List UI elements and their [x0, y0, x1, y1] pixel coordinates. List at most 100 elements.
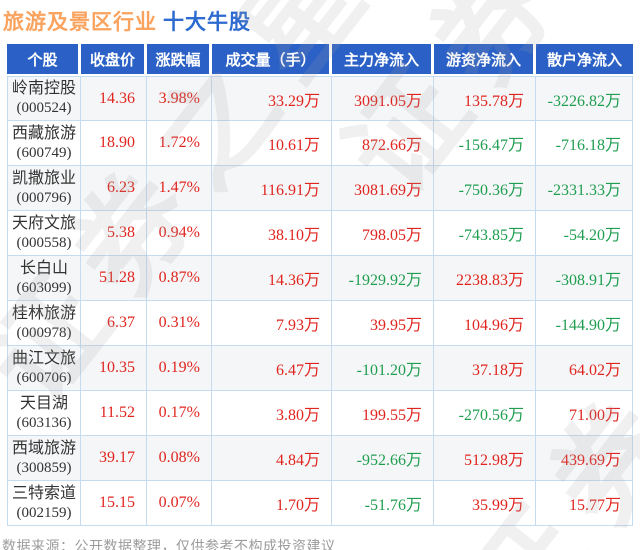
stock-code: (300859) — [16, 459, 72, 476]
column-header-2: 涨跌幅 — [147, 44, 212, 76]
stock-name: 长白山 — [19, 259, 68, 277]
stock-name: 桂林旅游 — [11, 304, 76, 322]
hot-money-net-inflow-cell: 135.78万 — [434, 76, 536, 121]
stock-name: 天府文旅 — [11, 214, 76, 232]
volume-cell: 6.47万 — [212, 346, 332, 391]
stock-cell: 三特索道 (002159) — [7, 481, 81, 526]
volume-cell: 7.93万 — [212, 301, 332, 346]
close-price-cell: 18.90 — [81, 121, 147, 166]
retail-net-inflow-cell: -308.91万 — [536, 256, 633, 301]
column-header-4: 主力净流入 — [332, 44, 434, 76]
stock-cell: 桂林旅游 (000978) — [7, 301, 81, 346]
main-net-inflow-cell: 872.66万 — [332, 121, 434, 166]
stock-name: 凯撒旅业 — [11, 169, 76, 187]
stock-code: (000524) — [16, 100, 72, 117]
retail-net-inflow-cell: -144.90万 — [536, 301, 633, 346]
table-row: 西域旅游 (300859) 39.17 0.08% 4.84万 -952.66万 512.9… — [7, 436, 633, 481]
volume-cell: 38.10万 — [212, 211, 332, 256]
stock-code: (600749) — [16, 144, 72, 161]
change-percent-cell: 0.17% — [147, 391, 212, 436]
stock-name: 天目湖 — [19, 394, 68, 412]
volume-cell: 33.29万 — [212, 76, 332, 121]
column-header-5: 游资净流入 — [434, 44, 536, 76]
table-row: 西藏旅游 (600749) 18.90 1.72% 10.61万 872.66万 -156.… — [7, 121, 633, 166]
retail-net-inflow-cell: -3226.82万 — [536, 76, 633, 121]
change-percent-cell: 0.07% — [147, 481, 212, 526]
change-percent-cell: 3.98% — [147, 76, 212, 121]
table-row: 桂林旅游 (000978) 6.37 0.31% 7.93万 39.95万 104.96万 -… — [7, 301, 633, 346]
column-header-0: 个股 — [7, 44, 81, 76]
stock-cell: 西域旅游 (300859) — [7, 436, 81, 481]
main-net-inflow-cell: 3091.05万 — [332, 76, 434, 121]
table-row: 天目湖 (603136) 11.52 0.17% 3.80万 199.55万 -270.56… — [7, 391, 633, 436]
stock-cell: 天目湖 (603136) — [7, 391, 81, 436]
table-body: 岭南控股 (000524) 14.36 3.98% 33.29万 3091.05万 135.… — [7, 76, 633, 526]
table-row: 曲江文旅 (600706) 10.35 0.19% 6.47万 -101.20万 37.18… — [7, 346, 633, 391]
main-net-inflow-cell: 39.95万 — [332, 301, 434, 346]
table-row: 天府文旅 (000558) 5.38 0.94% 38.10万 798.05万 -743.8… — [7, 211, 633, 256]
stock-cell: 凯撒旅业 (000796) — [7, 166, 81, 211]
stock-code: (000558) — [16, 234, 72, 251]
volume-cell: 3.80万 — [212, 391, 332, 436]
column-header-6: 散户净流入 — [536, 44, 633, 76]
data-source-note: 数据来源：公开数据整理，仅供参考不构成投资建议 — [2, 538, 336, 550]
stock-code: (603099) — [16, 279, 72, 296]
change-percent-cell: 0.19% — [147, 346, 212, 391]
volume-cell: 1.70万 — [212, 481, 332, 526]
stock-code: (000978) — [16, 324, 72, 341]
close-price-cell: 39.17 — [81, 436, 147, 481]
change-percent-cell: 0.87% — [147, 256, 212, 301]
volume-cell: 10.61万 — [212, 121, 332, 166]
close-price-cell: 51.28 — [81, 256, 147, 301]
change-percent-cell: 1.47% — [147, 166, 212, 211]
main-net-inflow-cell: -1929.92万 — [332, 256, 434, 301]
main-net-inflow-cell: -51.76万 — [332, 481, 434, 526]
table-header: 个股 收盘价 涨跌幅 成交量（手） 主力净流入 游资净流入 散户净流入 — [7, 44, 633, 76]
hot-money-net-inflow-cell: -750.36万 — [434, 166, 536, 211]
main-net-inflow-cell: -101.20万 — [332, 346, 434, 391]
change-percent-cell: 0.08% — [147, 436, 212, 481]
page-title: 旅游及景区行业 十大牛股 — [3, 6, 640, 36]
stock-name: 西域旅游 — [11, 439, 76, 457]
hot-money-net-inflow-cell: -156.47万 — [434, 121, 536, 166]
volume-cell: 14.36万 — [212, 256, 332, 301]
hot-money-net-inflow-cell: 37.18万 — [434, 346, 536, 391]
stock-cell: 岭南控股 (000524) — [7, 76, 81, 121]
column-header-1: 收盘价 — [81, 44, 147, 76]
close-price-cell: 15.15 — [81, 481, 147, 526]
stock-name: 西藏旅游 — [11, 124, 76, 142]
volume-cell: 116.91万 — [212, 166, 332, 211]
table-row: 岭南控股 (000524) 14.36 3.98% 33.29万 3091.05万 135.… — [7, 76, 633, 121]
stock-name: 三特索道 — [11, 484, 76, 502]
table-row: 长白山 (603099) 51.28 0.87% 14.36万 -1929.92万 2238… — [7, 256, 633, 301]
industry-title: 旅游及景区行业 — [3, 11, 157, 34]
retail-net-inflow-cell: 71.00万 — [536, 391, 633, 436]
change-percent-cell: 0.31% — [147, 301, 212, 346]
hot-money-net-inflow-cell: 35.99万 — [434, 481, 536, 526]
main-net-inflow-cell: 798.05万 — [332, 211, 434, 256]
stock-name: 岭南控股 — [11, 80, 76, 98]
table-row: 凯撒旅业 (000796) 6.23 1.47% 116.91万 3081.69万 -750… — [7, 166, 633, 211]
close-price-cell: 11.52 — [81, 391, 147, 436]
stock-code: (603136) — [16, 414, 72, 431]
stock-cell: 天府文旅 (000558) — [7, 211, 81, 256]
stock-code: (002159) — [16, 504, 72, 521]
retail-net-inflow-cell: 439.69万 — [536, 436, 633, 481]
hot-money-net-inflow-cell: 104.96万 — [434, 301, 536, 346]
main-net-inflow-cell: 199.55万 — [332, 391, 434, 436]
stock-code: (000796) — [16, 189, 72, 206]
stock-cell: 长白山 (603099) — [7, 256, 81, 301]
change-percent-cell: 0.94% — [147, 211, 212, 256]
stock-cell: 西藏旅游 (600749) — [7, 121, 81, 166]
stock-code: (600706) — [16, 369, 72, 386]
table-row: 三特索道 (002159) 15.15 0.07% 1.70万 -51.76万 35.99万… — [7, 481, 633, 526]
hot-money-net-inflow-cell: 512.98万 — [434, 436, 536, 481]
column-header-3: 成交量（手） — [212, 44, 332, 76]
table-header-row: 个股 收盘价 涨跌幅 成交量（手） 主力净流入 游资净流入 散户净流入 — [7, 44, 633, 76]
close-price-cell: 6.23 — [81, 166, 147, 211]
hot-money-net-inflow-cell: 2238.83万 — [434, 256, 536, 301]
volume-cell: 4.84万 — [212, 436, 332, 481]
title-suffix: 十大牛股 — [163, 11, 251, 34]
stock-cell: 曲江文旅 (600706) — [7, 346, 81, 391]
